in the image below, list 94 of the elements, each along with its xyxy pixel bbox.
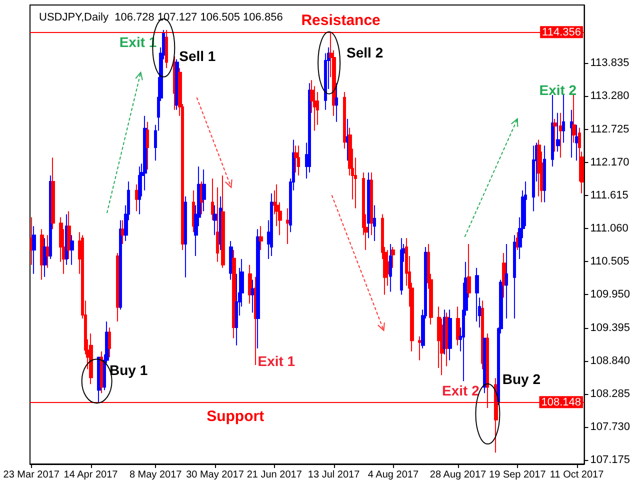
y-tick-label: 113.280 xyxy=(590,90,630,102)
y-tick-label: 109.395 xyxy=(590,322,630,334)
candlestick xyxy=(418,336,422,361)
candlestick xyxy=(559,112,562,158)
candlestick xyxy=(346,118,349,162)
annotation: Buy 2 xyxy=(502,370,541,387)
candlestick xyxy=(135,184,138,212)
candlestick xyxy=(192,190,195,233)
ref-line-label: Support xyxy=(206,408,264,426)
candlestick xyxy=(248,264,252,304)
candlestick xyxy=(343,92,346,150)
candlestick xyxy=(100,350,103,394)
annotation: Exit 2 xyxy=(539,82,577,98)
candlestick xyxy=(211,178,214,221)
candlestick xyxy=(297,145,300,176)
annotation: 108.148 xyxy=(541,396,581,409)
candlestick xyxy=(286,208,290,245)
candlestick xyxy=(294,145,298,174)
x-tick-label: 30 May 2017 xyxy=(186,470,244,480)
candlestick xyxy=(51,157,55,230)
candlestick xyxy=(505,244,508,320)
y-tick-label: 113.835 xyxy=(590,57,630,70)
y-tick-label: 110.505 xyxy=(590,256,630,268)
candlestick xyxy=(400,238,403,296)
y-tick-label: 109.950 xyxy=(590,288,630,301)
candlestick xyxy=(108,326,111,358)
candlestick xyxy=(146,121,149,170)
candlestick xyxy=(551,94,554,168)
candlestick xyxy=(502,252,506,298)
x-tick-label: 8 May 2017 xyxy=(129,470,182,480)
y-tick-label: 108.840 xyxy=(590,354,630,367)
x-tick-label: 4 Aug 2017 xyxy=(368,470,419,480)
y-tick-label: 111.615 xyxy=(590,189,628,202)
candlestick xyxy=(270,192,273,256)
annotation: 114.356 xyxy=(542,26,581,39)
candlestick xyxy=(121,220,125,245)
candlestick xyxy=(46,234,49,268)
x-tick-label: 19 Sep 2017 xyxy=(489,470,546,480)
candlestick xyxy=(229,240,233,280)
y-tick-label: 112.170 xyxy=(590,156,630,168)
x-tick-label: 11 Oct 2017 xyxy=(550,470,604,480)
x-tick-label: 14 Apr 2017 xyxy=(64,470,118,480)
candlestick xyxy=(254,276,257,366)
candlestick xyxy=(89,332,93,385)
candlestick xyxy=(389,244,392,292)
candlestick xyxy=(256,228,260,349)
candlestick xyxy=(216,186,219,262)
y-tick-label: 112.725 xyxy=(590,123,630,136)
candlestick xyxy=(572,94,576,144)
x-tick-label: 13 Jul 2017 xyxy=(308,470,360,480)
candlestick xyxy=(373,204,376,242)
candlestick xyxy=(448,309,452,361)
candlestick xyxy=(43,238,47,278)
candlestick xyxy=(221,174,225,268)
candlestick xyxy=(562,94,565,144)
candlestick xyxy=(456,306,460,346)
x-tick-label: 21 Jun 2017 xyxy=(246,470,302,480)
annotation: Buy 1 xyxy=(110,362,148,378)
candlestick xyxy=(370,172,373,236)
candlestick xyxy=(335,82,338,122)
candlestick xyxy=(532,145,535,212)
y-tick-label: 108.285 xyxy=(590,388,630,400)
candlestick xyxy=(259,226,263,250)
candlestick xyxy=(40,228,44,280)
annotation: Sell 2 xyxy=(346,44,384,60)
candlestick xyxy=(213,204,217,236)
candlestick xyxy=(232,250,236,339)
candlestick xyxy=(513,234,516,320)
ref-line-label: Resistance xyxy=(301,12,380,30)
candlestick xyxy=(30,216,33,266)
candlestick xyxy=(575,124,579,162)
y-tick-label: 107.730 xyxy=(590,421,630,434)
candlestick xyxy=(467,244,471,298)
annotation: Exit 1 xyxy=(258,353,296,370)
candlestick xyxy=(570,109,573,158)
candlestick xyxy=(138,166,141,215)
candlestick xyxy=(119,220,122,310)
y-tick-label: 111.060 xyxy=(590,222,628,235)
text: USDJPY,Daily 106.728 107.127 106.505 106.856 xyxy=(39,12,283,24)
candlestick xyxy=(556,112,560,152)
y-tick-label: 107.175 xyxy=(590,454,630,466)
candlestick xyxy=(543,145,546,203)
candlestick xyxy=(67,210,71,260)
candlestick xyxy=(251,279,255,314)
x-tick-label: 23 Mar 2017 xyxy=(3,470,60,480)
candlestick xyxy=(391,246,395,268)
candlestick xyxy=(32,226,36,274)
annotation: Exit 2 xyxy=(442,382,480,398)
candlestick xyxy=(553,118,557,152)
x-tick-label: 28 Aug 2017 xyxy=(430,470,487,480)
candlestick xyxy=(70,234,74,266)
candlestick xyxy=(184,196,187,278)
annotation: Sell 1 xyxy=(179,48,216,64)
candlestick xyxy=(202,169,206,212)
